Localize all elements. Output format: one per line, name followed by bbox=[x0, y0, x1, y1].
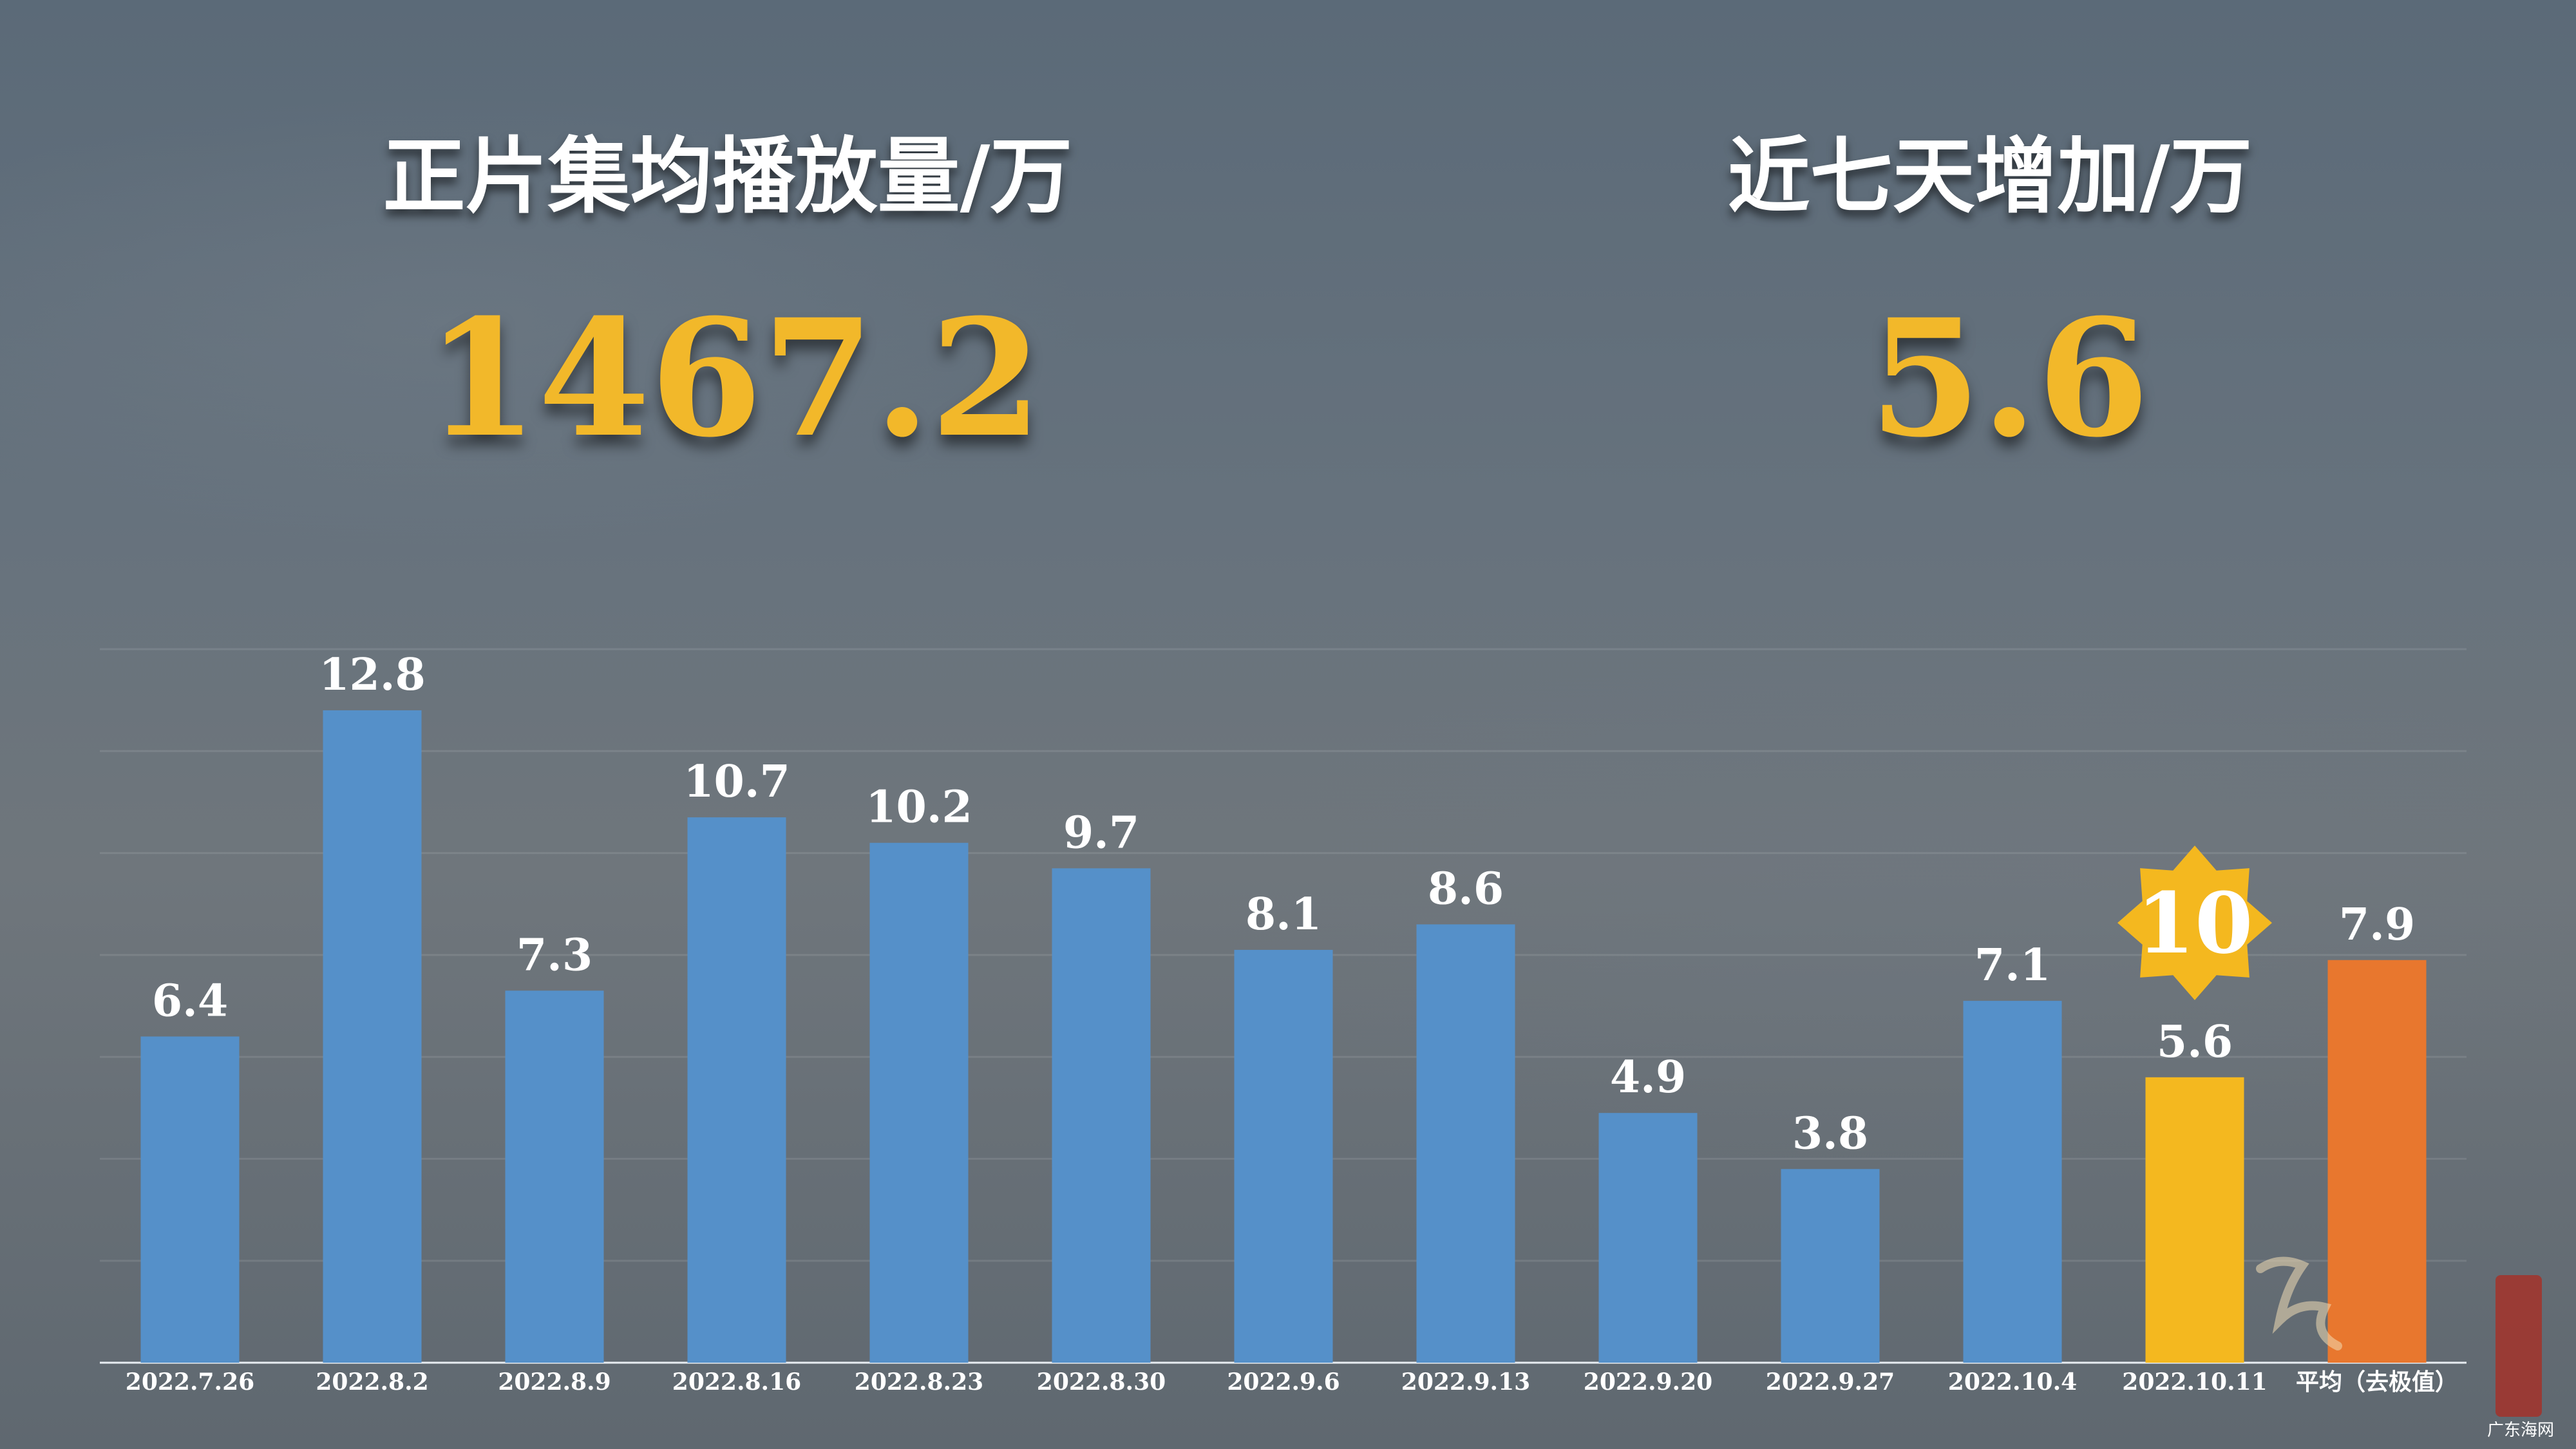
bar-13 bbox=[2327, 960, 2427, 1363]
x-tick-label-5: 2022.8.23 bbox=[855, 1368, 983, 1396]
bar-5 bbox=[869, 842, 969, 1363]
x-tick-label-3: 2022.8.9 bbox=[498, 1368, 611, 1396]
data-label-4: 10.7 bbox=[683, 756, 790, 808]
bar-3 bbox=[505, 990, 604, 1363]
star-badge-icon bbox=[2117, 846, 2272, 1000]
data-label-11: 7.1 bbox=[1975, 940, 2050, 991]
bar-2 bbox=[323, 710, 422, 1363]
data-label-7: 8.1 bbox=[1245, 889, 1321, 940]
x-tick-label-11: 2022.10.4 bbox=[1948, 1368, 2077, 1396]
bar-9 bbox=[1598, 1113, 1698, 1363]
x-tick-label-7: 2022.9.6 bbox=[1227, 1368, 1340, 1396]
x-tick-label-13: 平均（去极值） bbox=[2296, 1368, 2458, 1396]
source-watermark: 广东海网 bbox=[2487, 1421, 2555, 1440]
data-label-2: 12.8 bbox=[319, 649, 426, 701]
total-views-value: 1467.2 bbox=[426, 283, 1043, 473]
x-tick-label-4: 2022.8.16 bbox=[672, 1368, 801, 1396]
bar-1 bbox=[140, 1036, 240, 1363]
data-label-12: 5.6 bbox=[2157, 1016, 2233, 1068]
x-tick-label-10: 2022.9.27 bbox=[1766, 1368, 1895, 1396]
bar-7 bbox=[1234, 949, 1333, 1363]
data-label-9: 4.9 bbox=[1610, 1052, 1686, 1103]
bar-10 bbox=[1781, 1169, 1880, 1363]
data-label-5: 10.2 bbox=[866, 782, 972, 833]
bar-8 bbox=[1416, 924, 1515, 1363]
chart-bars bbox=[140, 710, 2427, 1363]
bar-6 bbox=[1052, 868, 1151, 1363]
highlight-badge-label: 10 bbox=[2137, 874, 2253, 972]
brand-seal-logo bbox=[2496, 1275, 2542, 1417]
bar-11 bbox=[1963, 1001, 2062, 1363]
logo-calligraphy-icon bbox=[2256, 1256, 2342, 1350]
total-views-title: 正片集均播放量/万 bbox=[383, 129, 1073, 225]
weekly-increase-title: 近七天增加/万 bbox=[1727, 129, 2253, 225]
chart-data-labels: 6.4 12.8 7.3 10.7 10.2 9.7 8.1 8.6 4.9 3.8 7.1 5.6 7… bbox=[152, 649, 2415, 1159]
x-tick-label-2: 2022.8.2 bbox=[316, 1368, 428, 1396]
x-tick-label-6: 2022.8.30 bbox=[1037, 1368, 1166, 1396]
data-label-10: 3.8 bbox=[1792, 1108, 1868, 1159]
x-tick-label-1: 2022.7.26 bbox=[126, 1368, 254, 1396]
bar-4 bbox=[687, 817, 786, 1363]
x-tick-label-8: 2022.9.13 bbox=[1401, 1368, 1530, 1396]
highlight-badge: 10 bbox=[2117, 846, 2272, 1000]
data-label-1: 6.4 bbox=[152, 975, 228, 1027]
x-tick-label-12: 2022.10.11 bbox=[2122, 1368, 2267, 1396]
weekly-increase-value: 5.6 bbox=[1869, 283, 2150, 473]
data-label-3: 7.3 bbox=[516, 929, 592, 981]
data-label-6: 9.7 bbox=[1063, 807, 1139, 858]
data-label-13: 7.9 bbox=[2339, 899, 2415, 951]
bar-12 bbox=[2145, 1077, 2244, 1363]
data-label-8: 8.6 bbox=[1428, 863, 1504, 914]
chart-x-ticks: 2022.7.26 2022.8.2 2022.8.9 2022.8.16 2022.8… bbox=[126, 1368, 2458, 1396]
x-tick-label-9: 2022.9.20 bbox=[1584, 1368, 1712, 1396]
